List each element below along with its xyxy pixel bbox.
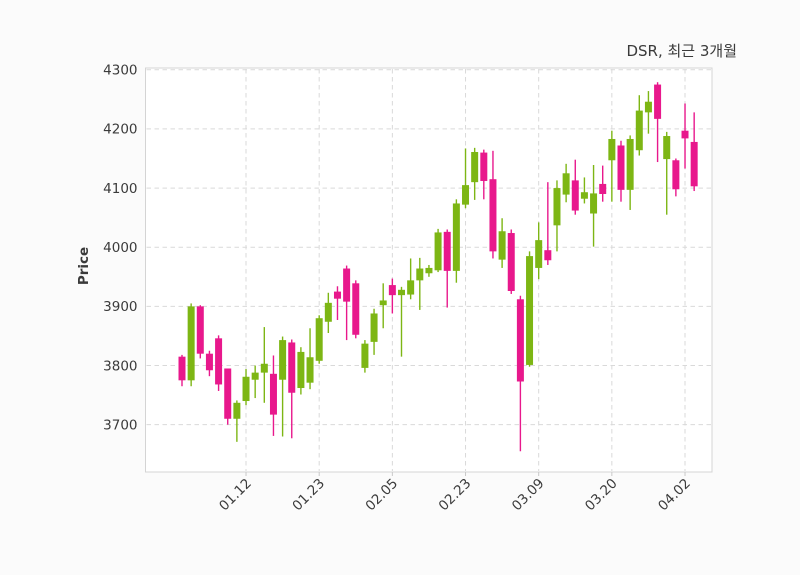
candle-body-down: [224, 368, 232, 419]
candle-body-up: [324, 302, 332, 322]
candle-body-up: [498, 231, 506, 260]
candle-body-up: [635, 110, 643, 151]
candle-body-down: [205, 353, 213, 371]
candle-body-down: [269, 373, 277, 415]
chart-title: DSR, 최근 3개월: [626, 42, 737, 60]
candle-body-up: [663, 136, 671, 160]
y-tick-label: 4000: [103, 240, 137, 256]
y-tick-label: 3700: [103, 417, 137, 433]
candle-body-up: [434, 232, 442, 271]
candle-body-down: [333, 291, 341, 299]
candle-body-down: [544, 250, 552, 261]
candle-body-down: [215, 338, 223, 385]
candle-body-up: [526, 256, 534, 365]
y-tick-label: 4200: [103, 122, 137, 138]
x-tick-label: 03.09: [509, 476, 548, 515]
candle-body-up: [407, 280, 415, 295]
candle-body-up: [251, 372, 259, 380]
candle-body-up: [553, 188, 561, 226]
candle-body-up: [187, 306, 195, 381]
candle-body-up: [306, 357, 314, 383]
x-tick-label: 04.02: [655, 476, 694, 515]
candle-body-down: [388, 285, 396, 296]
x-tick-label: 01.23: [289, 476, 328, 515]
candle-body-down: [178, 356, 186, 381]
candle-body-up: [397, 289, 405, 296]
y-tick-label: 4300: [103, 63, 137, 79]
x-tick-label: 03.20: [582, 476, 621, 515]
y-tick-label: 4100: [103, 181, 137, 197]
candle-body-down: [489, 179, 497, 252]
candle-body-up: [608, 138, 616, 161]
candle-body-up: [379, 300, 387, 306]
x-tick-label: 01.12: [216, 476, 255, 515]
candle-body-down: [571, 180, 579, 211]
candle-body-up: [233, 402, 241, 419]
candle-body-up: [626, 138, 634, 190]
candle-body-down: [681, 130, 689, 139]
y-tick-label: 3800: [103, 358, 137, 374]
candle-body-down: [690, 141, 698, 187]
candle-body-down: [617, 145, 625, 190]
candle-body-down: [343, 268, 351, 302]
candle-body-up: [370, 313, 378, 342]
candle-body-up: [260, 363, 268, 373]
candle-body-up: [471, 151, 479, 183]
candle-body-up: [452, 203, 460, 271]
candle-body-up: [297, 351, 305, 389]
candle-body-down: [516, 299, 524, 382]
candle-body-up: [416, 268, 424, 281]
x-tick-label: 02.05: [363, 476, 402, 515]
candle-body-up: [315, 318, 323, 361]
candle-body-down: [196, 306, 204, 354]
candle-body-up: [535, 240, 543, 268]
candle-body-up: [279, 340, 287, 380]
candle-body-up: [562, 173, 570, 195]
candle-body-up: [590, 193, 598, 214]
candle-body-up: [580, 192, 588, 199]
candle-body-down: [480, 152, 488, 181]
candle-body-up: [242, 376, 250, 402]
candle-body-up: [361, 343, 369, 368]
candle-body-down: [599, 183, 607, 194]
candle-body-down: [352, 283, 360, 335]
y-tick-label: 3900: [103, 299, 137, 315]
candle-body-up: [462, 185, 470, 205]
candle-body-down: [288, 342, 296, 393]
candle-body-up: [644, 101, 652, 113]
candle-body-down: [443, 231, 451, 271]
candle-body-down: [672, 160, 680, 190]
candle-body-down: [507, 233, 515, 291]
candle-body-down: [654, 84, 662, 119]
candle-body-up: [425, 267, 433, 274]
x-tick-label: 02.23: [436, 476, 475, 515]
